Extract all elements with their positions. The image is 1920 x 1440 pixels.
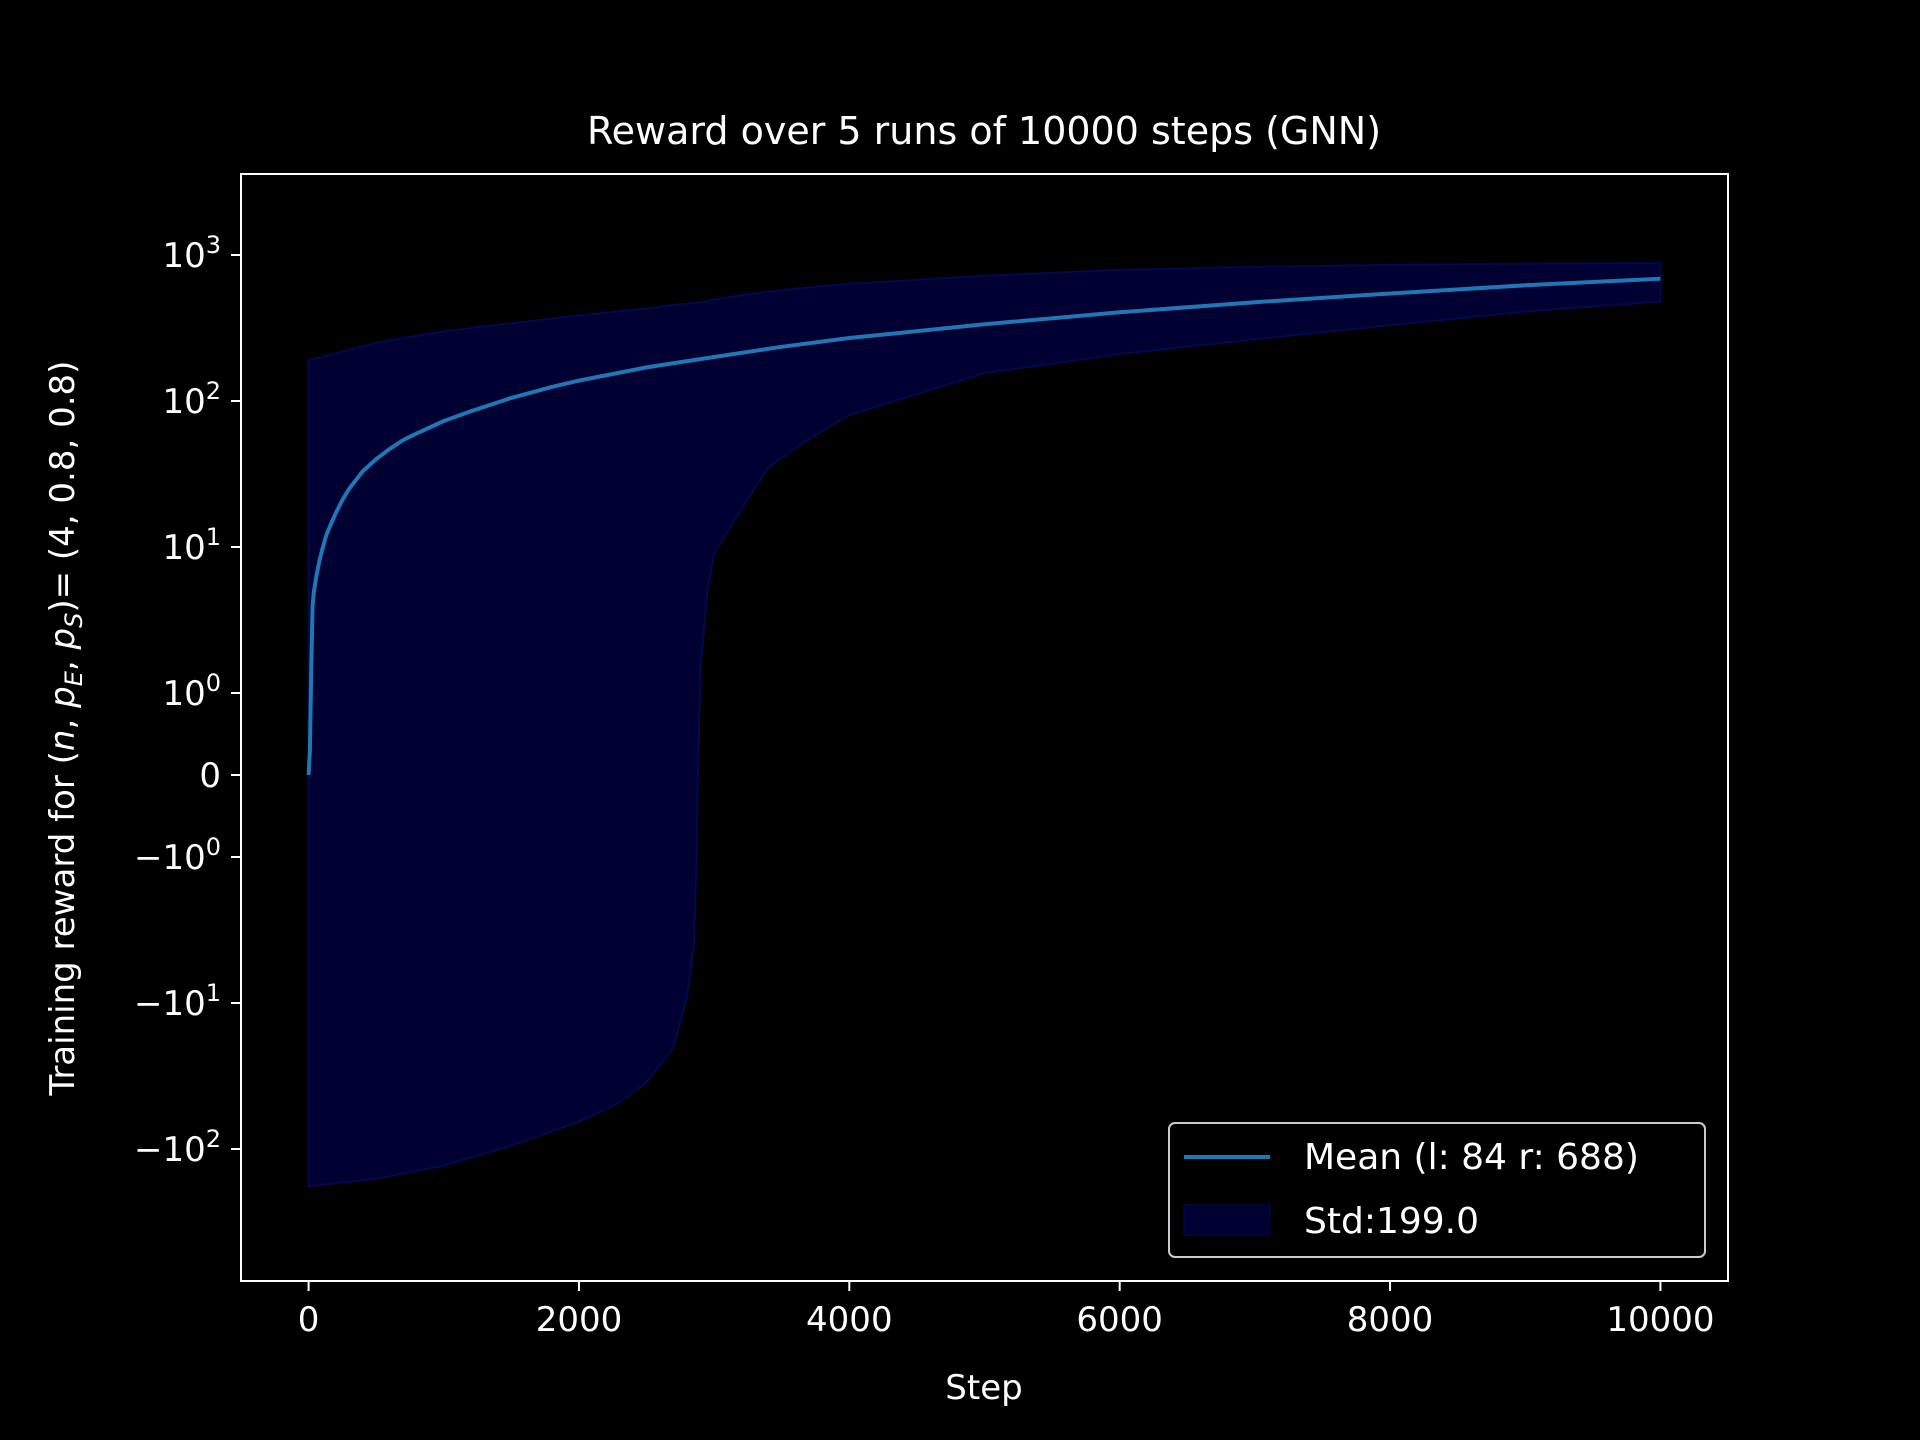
legend-mean-label: Mean (l: 84 r: 688) <box>1304 1137 1639 1178</box>
x-axis-label: Step <box>945 1368 1022 1408</box>
y-tick-label: 101 <box>162 523 221 568</box>
chart-title: Reward over 5 runs of 10000 steps (GNN) <box>587 109 1381 153</box>
x-tick-label: 4000 <box>806 1300 893 1340</box>
legend-box <box>1168 1122 1706 1258</box>
y-tick-label: −102 <box>134 1125 221 1170</box>
plot-frame <box>240 173 1729 1282</box>
y-tick-label: 102 <box>162 377 221 422</box>
x-tick-label: 8000 <box>1347 1300 1434 1340</box>
y-tick-label: 0 <box>199 756 221 796</box>
legend: Mean (l: 84 r: 688) Std:199.0 <box>1168 1122 1706 1258</box>
y-tick-label: 103 <box>162 231 221 276</box>
y-axis: 103 102 101 100 0 −100 −101 −102 <box>134 231 241 1170</box>
legend-std-label: Std:199.0 <box>1304 1201 1479 1242</box>
plot-area <box>306 262 1662 1188</box>
legend-std-swatch <box>1183 1204 1271 1236</box>
x-axis: 0 2000 4000 6000 8000 10000 <box>298 1281 1714 1340</box>
y-axis-label: Training reward for (n, pE, pS)= (4, 0.8… <box>43 361 88 1097</box>
std-band <box>307 262 1662 1188</box>
x-tick-label: 6000 <box>1076 1300 1163 1340</box>
y-tick-label: 100 <box>162 669 221 714</box>
y-tick-label: −100 <box>134 833 221 878</box>
x-tick-label: 2000 <box>536 1300 623 1340</box>
y-tick-label: −101 <box>134 979 221 1024</box>
x-tick-label: 10000 <box>1606 1300 1714 1340</box>
mean-line <box>306 276 1661 776</box>
x-tick-label: 0 <box>298 1300 320 1340</box>
